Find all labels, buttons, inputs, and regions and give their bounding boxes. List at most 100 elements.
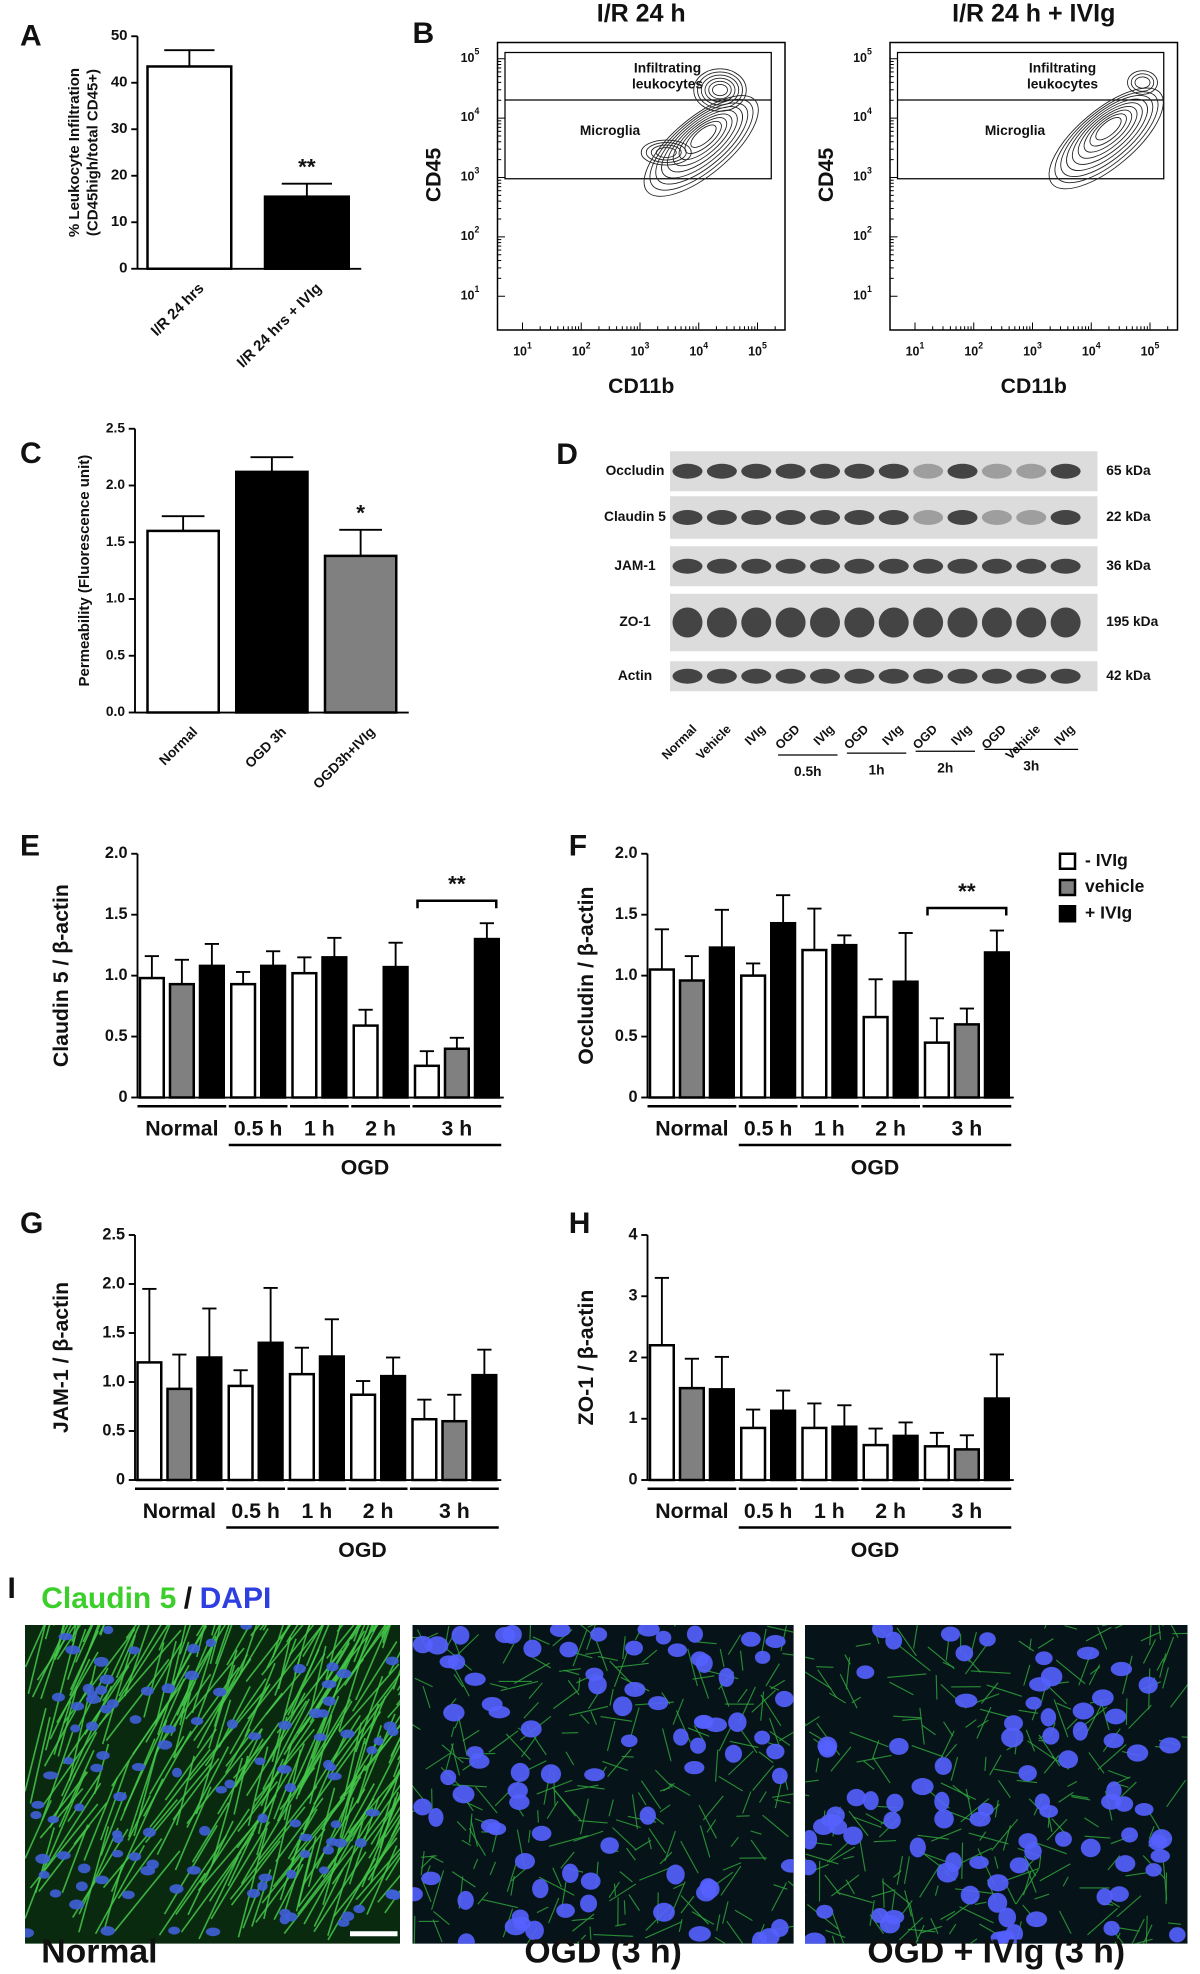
x-tick-label: Normal bbox=[655, 1117, 728, 1141]
fiber bbox=[371, 1625, 379, 1633]
fiber bbox=[805, 1715, 820, 1727]
image-caption: OGD (3 h) bbox=[524, 1933, 682, 1971]
nucleus bbox=[955, 1645, 974, 1662]
nucleus bbox=[112, 1833, 124, 1844]
fiber bbox=[727, 1634, 742, 1655]
nucleus bbox=[1072, 1721, 1088, 1741]
lane-label: OGD bbox=[773, 722, 803, 752]
fiber bbox=[872, 1757, 891, 1784]
nucleus bbox=[186, 1865, 201, 1875]
nucleus bbox=[31, 1800, 45, 1809]
y-axis-label: Claudin 5 / β-actin bbox=[49, 884, 73, 1067]
axis-tick-label: 104 bbox=[689, 341, 708, 359]
fiber bbox=[626, 1847, 636, 1861]
y-tick-label: 1.5 bbox=[106, 534, 125, 549]
nucleus bbox=[1096, 1888, 1113, 1906]
nucleus bbox=[580, 1894, 598, 1913]
fiber bbox=[240, 1785, 301, 1885]
tick-exponent: 4 bbox=[475, 106, 480, 116]
stain-blue: DAPI bbox=[200, 1582, 272, 1615]
axis-tick-label: 104 bbox=[853, 106, 872, 124]
nucleus bbox=[85, 1721, 99, 1731]
fiber bbox=[567, 1679, 580, 1696]
fiber bbox=[173, 1692, 192, 1758]
bar bbox=[678, 1386, 705, 1482]
fiber bbox=[647, 1837, 652, 1850]
fiber bbox=[412, 1724, 421, 1731]
fiber bbox=[760, 1691, 765, 1721]
nucleus bbox=[1025, 1696, 1042, 1710]
nucleus bbox=[969, 1811, 991, 1827]
fiber bbox=[1159, 1653, 1167, 1678]
nucleus bbox=[35, 1853, 51, 1864]
nucleus bbox=[85, 1694, 101, 1705]
blot-row-label: Actin bbox=[618, 668, 652, 683]
y-tick-label: 0 bbox=[628, 1088, 637, 1106]
nucleus bbox=[373, 1736, 384, 1746]
fiber bbox=[277, 1637, 292, 1690]
nucleus bbox=[690, 1737, 706, 1754]
fiber bbox=[608, 1799, 614, 1817]
fiber bbox=[778, 1731, 794, 1742]
fiber bbox=[353, 1625, 361, 1642]
fiber bbox=[613, 1883, 617, 1896]
fiber bbox=[110, 1778, 164, 1892]
nucleus bbox=[383, 1721, 397, 1732]
fiber bbox=[468, 1813, 473, 1843]
fiber bbox=[958, 1847, 993, 1865]
fiber bbox=[297, 1862, 338, 1915]
fiber bbox=[283, 1653, 326, 1717]
blot-band bbox=[1016, 510, 1047, 525]
y-axis-label: CD45 bbox=[422, 148, 446, 203]
fiber bbox=[273, 1863, 304, 1921]
fiber bbox=[919, 1863, 942, 1898]
fiber bbox=[382, 1625, 389, 1644]
nucleus bbox=[580, 1872, 601, 1890]
fiber bbox=[1085, 1626, 1112, 1642]
nucleus bbox=[421, 1871, 441, 1886]
fiber bbox=[560, 1851, 575, 1869]
fiber bbox=[573, 1830, 604, 1842]
tick-exponent: 2 bbox=[978, 341, 983, 351]
error-bar bbox=[236, 971, 251, 985]
fiber bbox=[356, 1852, 400, 1910]
tick-base: 10 bbox=[853, 110, 867, 124]
tick-base: 10 bbox=[461, 170, 475, 184]
nucleus bbox=[69, 1899, 84, 1910]
nucleus bbox=[190, 1716, 204, 1726]
nucleus bbox=[56, 1851, 71, 1860]
tick-exponent: 3 bbox=[645, 341, 650, 351]
nucleus bbox=[559, 1641, 579, 1658]
fiber bbox=[82, 1625, 93, 1643]
fiber bbox=[917, 1834, 949, 1840]
nucleus bbox=[469, 1753, 490, 1769]
fiber bbox=[322, 1797, 375, 1878]
y-axis-label: Occludin / β-actin bbox=[574, 886, 598, 1064]
nucleus bbox=[1009, 1857, 1029, 1874]
fiber bbox=[273, 1743, 305, 1820]
fiber bbox=[587, 1625, 595, 1628]
nucleus bbox=[100, 1926, 115, 1936]
fiber bbox=[1088, 1664, 1101, 1686]
fiber bbox=[365, 1625, 375, 1643]
y-tick-label: 2.0 bbox=[105, 844, 128, 862]
blot-band bbox=[1050, 607, 1081, 638]
nucleus bbox=[1134, 1802, 1154, 1816]
fiber bbox=[261, 1851, 304, 1904]
nucleus bbox=[299, 1833, 313, 1842]
nucleus bbox=[1105, 1708, 1127, 1725]
nucleus bbox=[520, 1720, 542, 1738]
nucleus bbox=[75, 1881, 88, 1892]
fiber bbox=[824, 1874, 841, 1896]
fiber bbox=[101, 1634, 137, 1745]
fiber bbox=[170, 1625, 187, 1688]
fiber bbox=[211, 1625, 216, 1636]
fiber bbox=[585, 1651, 600, 1655]
tick-exponent: 4 bbox=[1096, 341, 1101, 351]
tick-exponent: 1 bbox=[867, 284, 872, 294]
nucleus bbox=[1150, 1829, 1173, 1849]
fiber bbox=[61, 1824, 89, 1894]
nucleus bbox=[780, 1859, 794, 1873]
fiber bbox=[742, 1791, 752, 1814]
fiber bbox=[1043, 1755, 1060, 1774]
